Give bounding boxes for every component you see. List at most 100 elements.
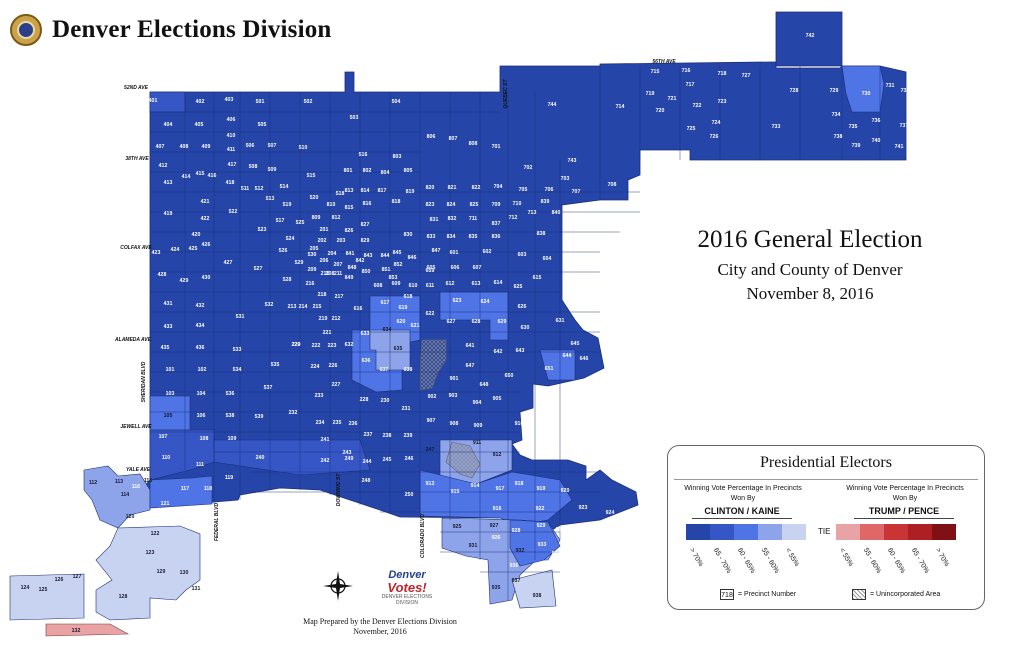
street-label: 56TH AVE	[652, 59, 676, 65]
precinct-label: 539	[255, 414, 264, 420]
precinct-label: 210	[321, 271, 330, 277]
compass-rose-icon	[323, 571, 353, 601]
precinct-label: 824	[447, 202, 456, 208]
region-sw-detached	[83, 465, 151, 529]
precinct-label: 933	[538, 542, 547, 548]
clinton-swatch	[710, 524, 734, 540]
precinct-label: 228	[360, 397, 369, 403]
precinct-label: 819	[406, 189, 415, 195]
precinct-label: 517	[276, 218, 285, 224]
precinct-label: 412	[159, 163, 168, 169]
precinct-label: 229	[292, 342, 301, 348]
precinct-label: 241	[321, 437, 330, 443]
precinct-label: 246	[405, 456, 414, 462]
precinct-label: 618	[404, 294, 413, 300]
street-label: COLORADO BLVD	[420, 514, 426, 558]
legend: Presidential Electors Winning Vote Perce…	[667, 445, 985, 610]
precinct-label: 638	[404, 367, 413, 373]
precinct-label: 622	[426, 311, 435, 317]
precinct-label: 407	[156, 144, 165, 150]
street-label: 38TH AVE	[125, 156, 149, 162]
precinct-label: 903	[449, 393, 458, 399]
precinct-label: 122	[151, 531, 160, 537]
precinct-label: 109	[228, 436, 237, 442]
precinct-label: 501	[256, 99, 265, 105]
precinct-label: 720	[656, 108, 665, 114]
precinct-label: 411	[227, 147, 235, 153]
precinct-label: 625	[514, 284, 523, 290]
precinct-label: 202	[318, 238, 327, 244]
precinct-label: 921	[588, 466, 597, 472]
precinct-label: 232	[289, 410, 298, 416]
precinct-label: 605	[427, 265, 436, 271]
precinct-label: 628	[472, 319, 481, 325]
precinct-label: 523	[258, 227, 267, 233]
precinct-label: 215	[313, 304, 322, 310]
precinct-label: 846	[408, 255, 417, 261]
precinct-label: 839	[541, 199, 550, 205]
precinct-key-box: 718	[720, 589, 734, 600]
precinct-label: 436	[196, 345, 205, 351]
precinct-label: 120	[126, 514, 135, 520]
precinct-label: 505	[258, 122, 267, 128]
precinct-label: 823	[426, 202, 435, 208]
clinton-swatch	[686, 524, 710, 540]
precinct-label: 724	[712, 120, 721, 126]
precinct-label: 803	[393, 154, 402, 160]
precinct-label: 101	[166, 367, 175, 373]
precinct-label: 833	[427, 234, 436, 240]
precinct-label: 220	[292, 342, 301, 348]
precinct-label: 718	[718, 71, 727, 77]
precinct-label: 814	[361, 188, 370, 194]
precinct-label: 606	[451, 265, 460, 271]
precinct-label: 415	[196, 171, 205, 177]
precinct-label: 418	[226, 180, 235, 186]
precinct-label: 837	[492, 221, 501, 227]
precinct-label: 843	[364, 253, 373, 259]
precinct-label: 914	[471, 483, 480, 489]
denver-votes-logo: Denver Votes! DENVER ELECTIONS DIVISION	[378, 570, 436, 607]
street-label-layer: 52ND AVE 38TH AVE COLFAX AVE ALAMEDA AVE JEW…	[114, 59, 676, 558]
precinct-label: 910	[515, 421, 524, 427]
precinct-label: 712	[509, 215, 518, 221]
precinct-label: 221	[323, 330, 332, 336]
precinct-label: 736	[872, 118, 881, 124]
precinct-label: 822	[472, 185, 481, 191]
precinct-label: 615	[533, 275, 542, 281]
precinct-label: 923	[579, 505, 588, 511]
precinct-label: 813	[345, 188, 354, 194]
precinct-label: 732	[901, 88, 910, 94]
precinct-label: 812	[332, 215, 341, 221]
precinct-label: 920	[561, 488, 570, 494]
precinct-label: 624	[481, 299, 490, 305]
precinct-label: 908	[450, 421, 459, 427]
precinct-label: 510	[299, 145, 308, 151]
precinct-label: 409	[202, 144, 211, 150]
street-label: FEDERAL BLVD	[214, 502, 220, 541]
precinct-label: 433	[164, 324, 173, 330]
precinct-label: 816	[363, 201, 372, 207]
precinct-label: 913	[426, 481, 435, 487]
precinct-label: 849	[345, 275, 354, 281]
region-sw-detached-2	[149, 475, 213, 509]
precinct-label: 422	[201, 216, 210, 222]
precinct-label: 102	[198, 367, 207, 373]
clinton-swatch	[782, 524, 806, 540]
precinct-label: 709	[492, 202, 501, 208]
precinct-label: 918	[515, 481, 524, 487]
precinct-label: 528	[283, 277, 292, 283]
precinct-label: 227	[332, 382, 341, 388]
precinct-label: 730	[862, 91, 871, 97]
precinct-label: 938	[533, 593, 542, 599]
precinct-label: 236	[349, 421, 358, 427]
precinct-label: 402	[196, 99, 205, 105]
precinct-label: 525	[296, 220, 305, 226]
precinct-label: 907	[427, 418, 436, 424]
precinct-label: 705	[519, 187, 528, 193]
precinct-label: 710	[513, 201, 522, 207]
precinct-label: 617	[381, 300, 390, 306]
region-se-tail	[511, 569, 557, 609]
precinct-label: 129	[157, 569, 166, 575]
precinct-label: 427	[224, 260, 233, 266]
precinct-label: 716	[682, 68, 691, 74]
